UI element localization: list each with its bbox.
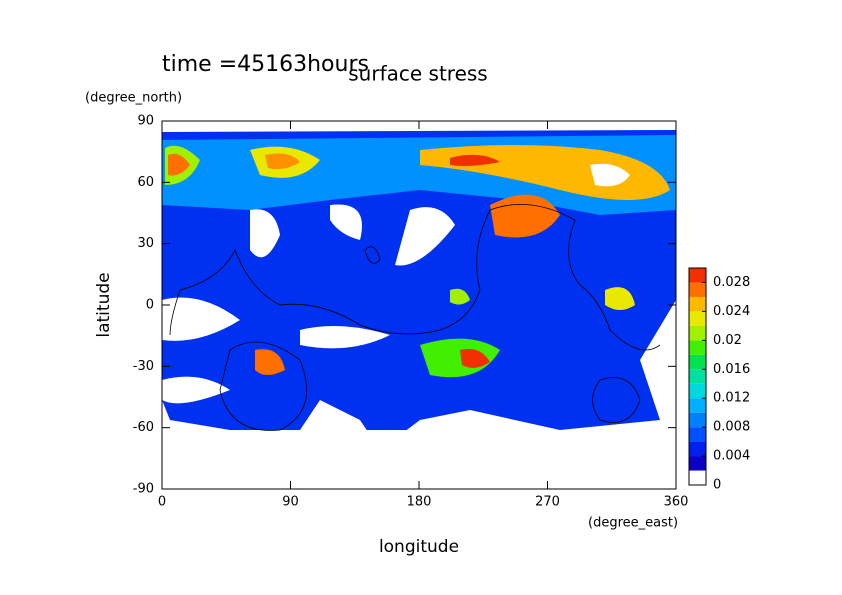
colorbar-band <box>689 325 706 341</box>
x-tick-label: 90 <box>282 495 299 510</box>
colorbar-tick-label: 0.024 <box>713 304 750 319</box>
y-tick-label: 60 <box>137 175 154 190</box>
colorbar-band <box>689 354 706 370</box>
colorbar-band <box>689 311 706 326</box>
chart-title: surface stress <box>348 62 487 86</box>
colorbar-band <box>689 427 706 442</box>
y-axis-label: latitude <box>94 272 114 337</box>
x-tick-label: 270 <box>535 495 560 510</box>
colorbar-band <box>689 282 706 297</box>
y-tick-label: -30 <box>133 359 154 374</box>
y-tick-label: 0 <box>146 298 154 313</box>
coastlines <box>169 204 661 431</box>
contour-field <box>162 121 676 489</box>
x-tick-label: 180 <box>407 495 432 510</box>
colorbar-band <box>689 412 706 428</box>
colorbar-tick-label: 0.008 <box>713 420 750 435</box>
colorbar-tick-label: 0.012 <box>713 391 750 406</box>
colorbar-band <box>689 268 706 283</box>
y-tick-label: 30 <box>137 236 154 251</box>
colorbar-tick-label: 0 <box>713 478 721 493</box>
colorbar-band <box>689 340 706 355</box>
colorbar-band <box>689 470 706 485</box>
colorbar-tick-label: 0.028 <box>713 275 750 290</box>
y-tick-label: 90 <box>137 114 154 129</box>
colorbar-band <box>689 456 706 471</box>
x-axis-label: longitude <box>379 537 459 557</box>
y-units: (degree_north) <box>85 91 182 106</box>
y-tick-label: -60 <box>133 420 154 435</box>
colorbar-band <box>689 383 706 399</box>
y-tick-label: -90 <box>133 482 154 497</box>
colorbar-band <box>689 398 706 413</box>
x-units: (degree_east) <box>588 516 678 531</box>
colorbar-band <box>689 369 706 384</box>
colorbar-tick-label: 0.02 <box>713 333 742 348</box>
colorbar-band <box>689 296 706 312</box>
colorbar-frame <box>688 267 707 486</box>
time-label: time =45163hours <box>162 52 369 77</box>
colorbar-tick-label: 0.016 <box>713 362 750 377</box>
x-tick-label: 0 <box>158 495 166 510</box>
x-tick-label: 360 <box>664 495 689 510</box>
colorbar-band <box>689 441 706 457</box>
colorbar-tick-label: 0.004 <box>713 449 750 464</box>
